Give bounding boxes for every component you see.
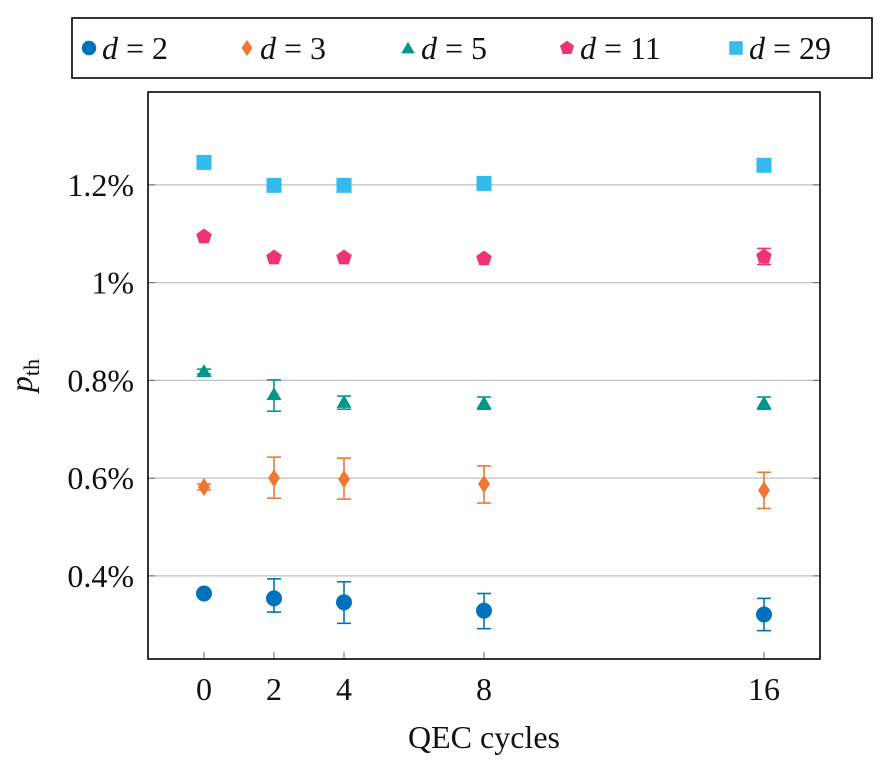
x-axis-title: QEC cycles [408, 719, 560, 755]
data-point [196, 228, 212, 244]
legend-entry-d-5: d = 5 [401, 30, 487, 66]
data-point [478, 475, 490, 494]
series-d-29 [196, 154, 772, 193]
x-tick-label: 4 [336, 671, 352, 707]
y-tick-label: 0.4% [67, 558, 134, 594]
data-point [266, 387, 282, 401]
legend-entry-d-2: d = 2 [81, 30, 168, 66]
plot-area-frame [147, 91, 821, 660]
data-point [476, 175, 492, 191]
data-point [336, 177, 352, 193]
data-point [266, 249, 282, 265]
legend-marker-pentagon [559, 40, 575, 54]
legend-value: = 2 [118, 30, 168, 66]
tick-labels: 0.4% 0.6% 0.8% 1% 1.2% 0 2 4 8 16 [67, 167, 780, 707]
data-point [196, 364, 212, 378]
y-tick-label: 1.2% [67, 167, 134, 203]
x-tick-label: 16 [748, 671, 780, 707]
axis-ticks [148, 184, 820, 659]
data-point [336, 594, 352, 611]
legend-marker-circle [81, 40, 97, 56]
legend-var: d [580, 30, 597, 66]
y-tick-label: 0.6% [67, 460, 134, 496]
data-point [758, 481, 770, 500]
y-axis-title-sub: th [19, 359, 44, 376]
legend-entry-d-29: d = 29 [729, 30, 831, 66]
legend-value: = 3 [276, 30, 326, 66]
legend-var: d [421, 30, 438, 66]
legend-value: = 5 [437, 30, 487, 66]
legend-var: d [749, 30, 766, 66]
series-d-11 [196, 228, 772, 266]
data-point [756, 157, 772, 173]
legend-label: d = 3 [260, 30, 326, 66]
legend-entry-d-11: d = 11 [559, 30, 661, 66]
data-point [476, 602, 492, 619]
y-axis-title: pth [3, 359, 44, 394]
y-tick-label: 0.8% [67, 362, 134, 398]
data-point [756, 248, 772, 264]
series-d-3 [197, 456, 771, 510]
legend-var: d [260, 30, 277, 66]
data-point [756, 395, 772, 409]
data-point [198, 477, 210, 496]
legend-label: d = 29 [749, 30, 831, 66]
y-tick-label: 1% [91, 265, 134, 301]
data-point [756, 606, 772, 623]
data-point [266, 177, 282, 193]
x-tick-label: 2 [266, 671, 282, 707]
data-point [338, 470, 350, 489]
data-point [336, 394, 352, 408]
data-point [336, 249, 352, 265]
x-tick-label: 0 [196, 671, 212, 707]
legend-label: d = 5 [421, 30, 487, 66]
legend-var: d [102, 30, 119, 66]
legend-marker-square [729, 41, 743, 55]
legend-value: = 29 [765, 30, 831, 66]
y-axis-title-main: p [3, 376, 39, 394]
data-marks [196, 154, 772, 632]
legend-marker-triangle [401, 41, 415, 54]
data-point [268, 469, 280, 488]
data-point [196, 154, 212, 170]
grid-lines [148, 184, 820, 577]
series-d-5 [196, 364, 772, 412]
data-point [476, 250, 492, 266]
data-point [196, 585, 212, 602]
series-d-2 [196, 578, 772, 632]
data-point [476, 395, 492, 409]
x-tick-label: 8 [476, 671, 492, 707]
legend-value: = 11 [596, 30, 661, 66]
legend-marker-diamond [241, 39, 253, 57]
data-point [266, 590, 282, 607]
legend-entry-d-3: d = 3 [241, 30, 326, 66]
legend-label: d = 11 [580, 30, 661, 66]
legend-label: d = 2 [102, 30, 168, 66]
